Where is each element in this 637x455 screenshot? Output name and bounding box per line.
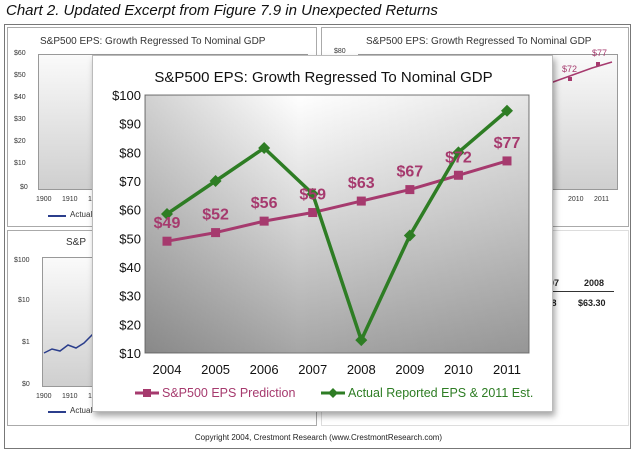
series-layer bbox=[161, 104, 513, 347]
x-tick-label: 2005 bbox=[201, 362, 230, 377]
series-line bbox=[166, 109, 509, 342]
x-tick-label: 2010 bbox=[444, 362, 473, 377]
x-tick-label: 2008 bbox=[347, 362, 376, 377]
legend-label: Actual Reported EPS & 2011 Est. bbox=[348, 386, 533, 400]
x-tick-label: 2011 bbox=[493, 362, 521, 377]
y-tick-label: $90 bbox=[119, 117, 141, 132]
data-label: $77 bbox=[494, 135, 521, 152]
data-label: $77 bbox=[592, 48, 608, 58]
actual-marker bbox=[306, 187, 319, 200]
y-tick: $10 bbox=[14, 160, 26, 167]
y-tick-label: $20 bbox=[119, 317, 141, 332]
x-tick: 1 bbox=[88, 393, 92, 400]
legend-label: S&P500 EPS Prediction bbox=[162, 386, 295, 400]
x-axis: 2004 2005 2006 2007 2008 2009 2010 2011 bbox=[153, 362, 521, 377]
actual-marker bbox=[355, 334, 368, 347]
y-tick-label: $70 bbox=[119, 174, 141, 189]
prediction-marker bbox=[162, 236, 172, 246]
data-label: $59 bbox=[299, 187, 326, 204]
legend-swatch-marker bbox=[143, 389, 151, 397]
y-tick: $0 bbox=[22, 381, 30, 388]
prediction-marker bbox=[308, 208, 318, 218]
table-header: 2008 bbox=[584, 278, 605, 288]
legend-swatch-marker bbox=[328, 388, 338, 398]
legend-label: Actual bbox=[70, 210, 93, 219]
y-tick-label: $30 bbox=[119, 289, 141, 304]
background-chart-title: S&P bbox=[66, 237, 87, 248]
y-tick-label: $80 bbox=[119, 145, 141, 160]
series-line bbox=[166, 159, 508, 243]
copyright-text: Copyright 2004, Crestmont Research (www.… bbox=[194, 433, 443, 442]
x-tick: 2010 bbox=[568, 196, 584, 203]
main-chart: $100 $90 $80 $70 $60 $50 $40 $30 $20 $10 2004 2005… bbox=[112, 88, 533, 400]
y-tick-label: $40 bbox=[119, 260, 141, 275]
y-tick: $100 bbox=[14, 257, 30, 264]
y-tick-label: $100 bbox=[112, 88, 141, 103]
data-label: $72 bbox=[562, 64, 578, 74]
prediction-marker bbox=[502, 156, 512, 166]
prediction-marker bbox=[405, 185, 415, 195]
x-tick: 1910 bbox=[62, 196, 78, 203]
x-tick-label: 2009 bbox=[395, 362, 424, 377]
y-tick-label: $50 bbox=[119, 231, 141, 246]
chart-title: S&P500 EPS: Growth Regressed To Nominal … bbox=[154, 69, 493, 86]
x-tick: 2011 bbox=[594, 196, 610, 203]
y-tick: $50 bbox=[14, 72, 26, 79]
background-chart-title: S&P500 EPS: Growth Regressed To Nominal … bbox=[366, 36, 592, 47]
x-tick-label: 2004 bbox=[153, 362, 182, 377]
data-label: $49 bbox=[154, 215, 181, 232]
actual-marker bbox=[403, 229, 416, 242]
legend-swatch bbox=[48, 215, 66, 217]
legend-label: Actual bbox=[70, 406, 93, 415]
legend-swatch bbox=[48, 411, 66, 413]
actual-marker bbox=[501, 104, 513, 117]
x-tick: 1910 bbox=[62, 393, 78, 400]
plot-shade bbox=[145, 95, 529, 353]
y-tick: $30 bbox=[14, 116, 26, 123]
x-tick-label: 2006 bbox=[250, 362, 279, 377]
x-tick: 19 bbox=[88, 196, 96, 203]
prediction-marker bbox=[211, 228, 221, 238]
x-tick-label: 2007 bbox=[298, 362, 327, 377]
data-label: $56 bbox=[251, 195, 278, 212]
y-tick-label: $10 bbox=[119, 346, 141, 361]
data-label: $67 bbox=[397, 164, 424, 181]
prediction-marker bbox=[259, 216, 269, 226]
background-chart-title: S&P500 EPS: Growth Regressed To Nominal … bbox=[40, 36, 266, 47]
y-tick: $10 bbox=[18, 297, 30, 304]
data-label: $72 bbox=[445, 149, 472, 166]
prediction-marker bbox=[453, 170, 463, 180]
y-tick: $40 bbox=[14, 94, 26, 101]
x-tick: 1900 bbox=[36, 393, 52, 400]
y-tick: $60 bbox=[14, 50, 26, 57]
main-chart-card: S&P500 EPS: Growth Regressed To Nominal … bbox=[92, 55, 553, 412]
data-label: $63 bbox=[348, 175, 375, 192]
background-chart-lines bbox=[541, 61, 613, 87]
data-label-layer: $49 $52 $56 $59 $63 $67 $72 $77 bbox=[154, 135, 521, 232]
y-axis: $100 $90 $80 $70 $60 $50 $40 $30 $20 $10 bbox=[112, 88, 141, 361]
legend: S&P500 EPS Prediction Actual Reported EPS… bbox=[135, 386, 533, 400]
x-tick: 1900 bbox=[36, 196, 52, 203]
y-tick-label: $60 bbox=[119, 203, 141, 218]
actual-marker bbox=[161, 207, 173, 220]
actual-marker bbox=[452, 146, 465, 159]
table-divider bbox=[544, 291, 614, 292]
data-label: $52 bbox=[202, 207, 229, 224]
y-tick: $0 bbox=[20, 184, 28, 191]
page-caption: Chart 2. Updated Excerpt from Figure 7.9… bbox=[6, 2, 438, 19]
prediction-marker bbox=[356, 196, 366, 206]
actual-marker bbox=[258, 142, 271, 155]
y-tick: $80 bbox=[334, 48, 346, 55]
y-tick: $20 bbox=[14, 138, 26, 145]
y-tick: $1 bbox=[22, 339, 30, 346]
background-chart-lines bbox=[43, 334, 99, 354]
actual-marker bbox=[209, 175, 222, 187]
table-cell: $63.30 bbox=[578, 298, 606, 308]
